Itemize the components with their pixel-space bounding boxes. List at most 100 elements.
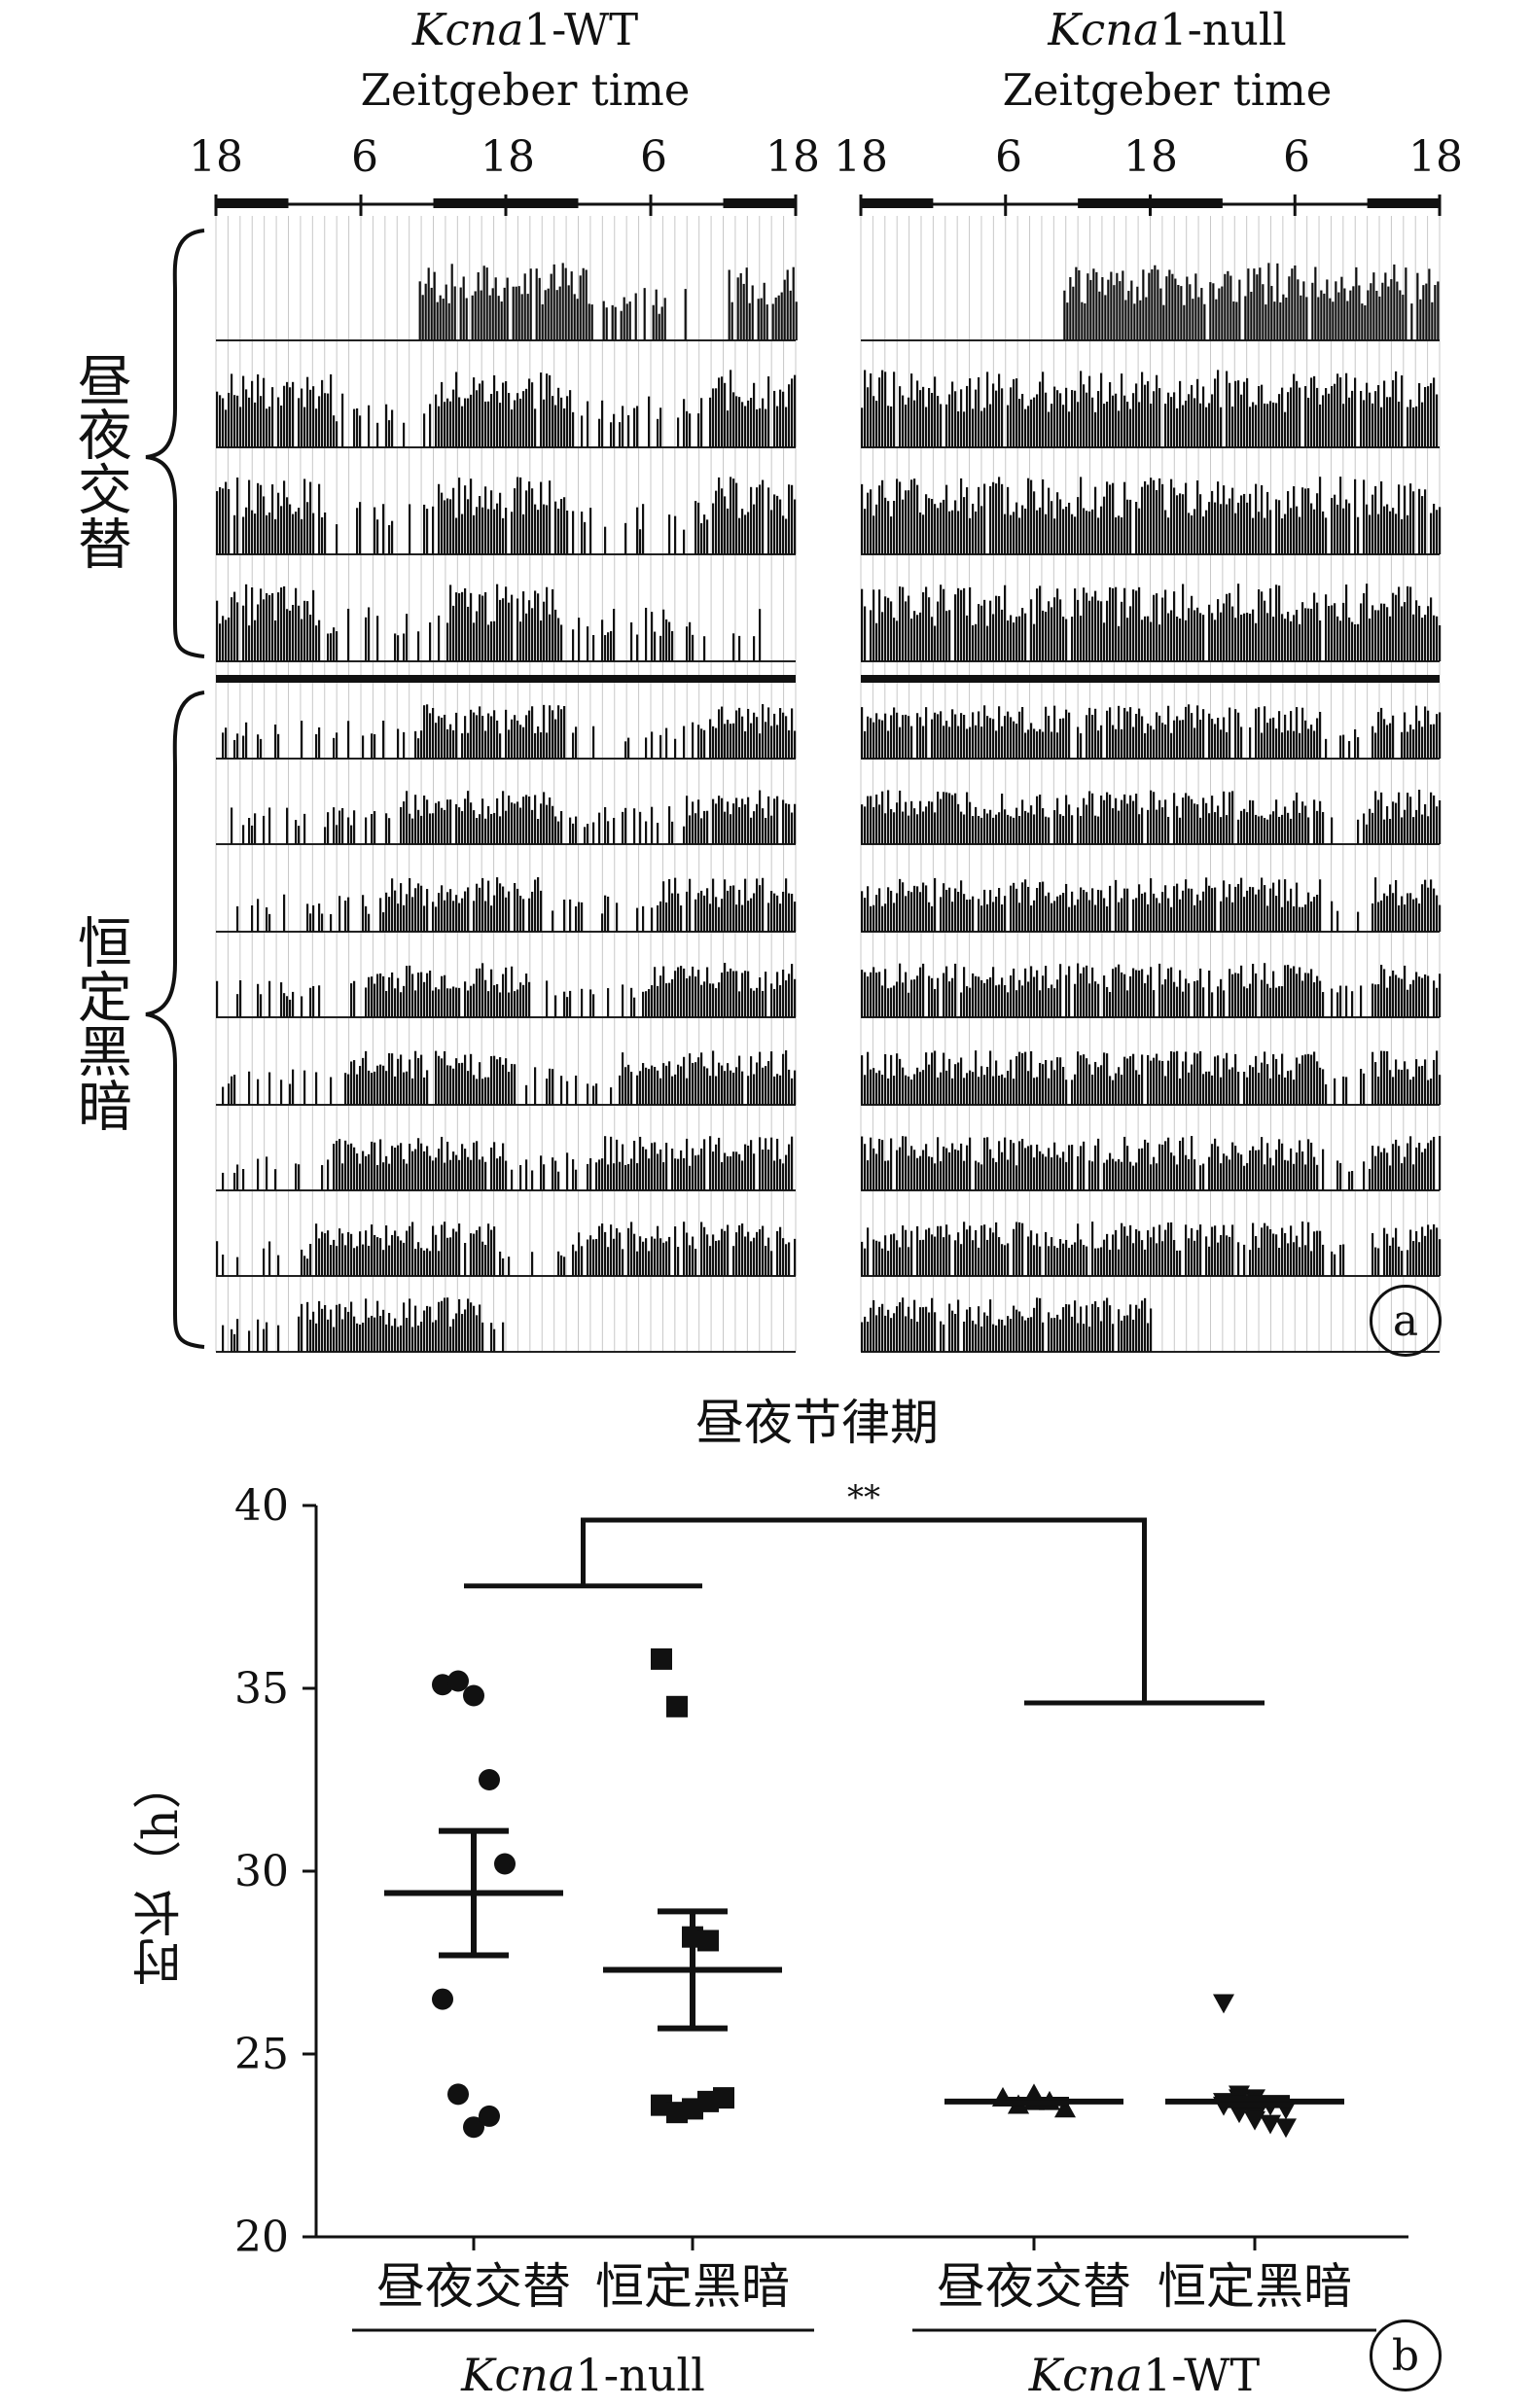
activity-bar <box>1405 267 1407 340</box>
activity-bar <box>893 1313 896 1352</box>
activity-bar <box>359 502 362 554</box>
activity-bar <box>636 1075 639 1105</box>
activity-bar <box>242 1169 245 1190</box>
activity-bar <box>776 495 779 554</box>
activity-bar <box>1091 509 1094 554</box>
activity-bar <box>1290 508 1293 554</box>
activity-bar <box>759 1229 762 1276</box>
activity-bar <box>315 733 318 759</box>
activity-bar <box>989 600 992 661</box>
activity-bar <box>359 1231 362 1276</box>
activity-bar <box>1392 508 1395 554</box>
activity-bar <box>423 905 426 932</box>
activity-bar <box>452 729 455 759</box>
activity-bar <box>919 390 922 447</box>
activity-bar <box>365 617 368 661</box>
activity-bar <box>983 1075 986 1105</box>
activity-bar <box>1433 888 1436 932</box>
activity-bar <box>674 1158 677 1190</box>
activity-bar <box>487 805 490 844</box>
activity-bar <box>986 1239 989 1276</box>
activity-bar <box>1392 970 1395 1017</box>
activity-bar <box>1272 971 1275 1017</box>
activity-bar <box>444 1050 446 1105</box>
activity-bar <box>1122 270 1124 340</box>
activity-bar <box>1418 382 1421 447</box>
activity-bar <box>260 484 263 554</box>
activity-bar <box>1027 478 1030 554</box>
activity-bar <box>575 1251 578 1276</box>
activity-bar <box>522 591 525 661</box>
activity-bar <box>537 877 540 932</box>
activity-bar <box>1278 816 1281 844</box>
activity-bar <box>1363 1073 1366 1105</box>
activity-bar <box>975 806 978 844</box>
activity-bar <box>584 827 587 844</box>
activity-bar <box>1150 967 1153 1017</box>
activity-bar <box>607 988 610 1017</box>
activity-bar <box>222 1255 225 1276</box>
activity-bar <box>514 803 517 844</box>
activity-bar <box>1377 1146 1380 1190</box>
activity-bar <box>525 1084 528 1105</box>
activity-bar <box>359 415 362 447</box>
activity-bar <box>309 913 312 932</box>
activity-bar <box>1161 597 1164 661</box>
activity-bar <box>902 1136 905 1190</box>
activity-bar <box>277 397 280 447</box>
activity-bar <box>1389 1070 1392 1105</box>
activity-bar <box>1065 709 1068 759</box>
activity-bar <box>1304 1164 1307 1190</box>
activity-bar <box>479 706 481 759</box>
activity-bar <box>341 807 344 844</box>
activity-bar <box>718 1137 721 1190</box>
activity-bar <box>400 1325 403 1352</box>
activity-bar <box>341 1319 344 1352</box>
activity-bar <box>455 1313 458 1352</box>
activity-bar <box>455 517 458 554</box>
activity-bar <box>222 732 225 759</box>
activity-bar <box>607 896 610 932</box>
activity-bar <box>788 803 791 844</box>
activity-bar <box>1100 1065 1103 1105</box>
activity-bar <box>324 827 327 844</box>
activity-bar <box>1243 381 1246 447</box>
activity-bar <box>1048 892 1051 932</box>
activity-bar <box>1164 404 1167 447</box>
activity-bar <box>1380 480 1383 554</box>
activity-bar <box>916 1157 919 1190</box>
activity-bar <box>1290 1070 1293 1105</box>
activity-bar <box>490 394 493 447</box>
activity-bar <box>479 1062 481 1105</box>
activity-bar <box>236 994 239 1017</box>
activity-bar <box>1369 514 1372 554</box>
activity-bar <box>1246 502 1249 554</box>
activity-bar <box>616 1227 619 1276</box>
activity-bar <box>400 1054 403 1105</box>
activity-bar <box>1103 898 1106 932</box>
activity-bar <box>584 521 587 554</box>
activity-bar <box>1304 488 1307 554</box>
activity-bar <box>1269 1157 1272 1190</box>
activity-bar <box>1316 975 1319 1017</box>
activity-bar <box>1150 726 1153 759</box>
activity-bar <box>972 624 975 661</box>
activity-bar <box>875 795 878 844</box>
activity-bar <box>1071 1080 1074 1105</box>
activity-bar <box>1433 1136 1436 1190</box>
activity-bar <box>966 986 969 1017</box>
activity-bar <box>919 1072 922 1105</box>
activity-bar <box>236 478 239 554</box>
activity-bar <box>371 733 374 759</box>
activity-bar <box>995 1325 998 1352</box>
actogram-null-genotype: Kcna1-null <box>963 8 1372 52</box>
activity-bar <box>1217 1055 1220 1105</box>
activity-bar <box>1409 984 1412 1017</box>
activity-bar <box>540 890 543 932</box>
activity-bar <box>522 513 525 554</box>
activity-bar <box>995 390 998 447</box>
activity-bar <box>1018 399 1021 447</box>
activity-bar <box>928 1156 931 1190</box>
activity-bar <box>680 1150 683 1190</box>
activity-bar <box>762 1225 765 1276</box>
